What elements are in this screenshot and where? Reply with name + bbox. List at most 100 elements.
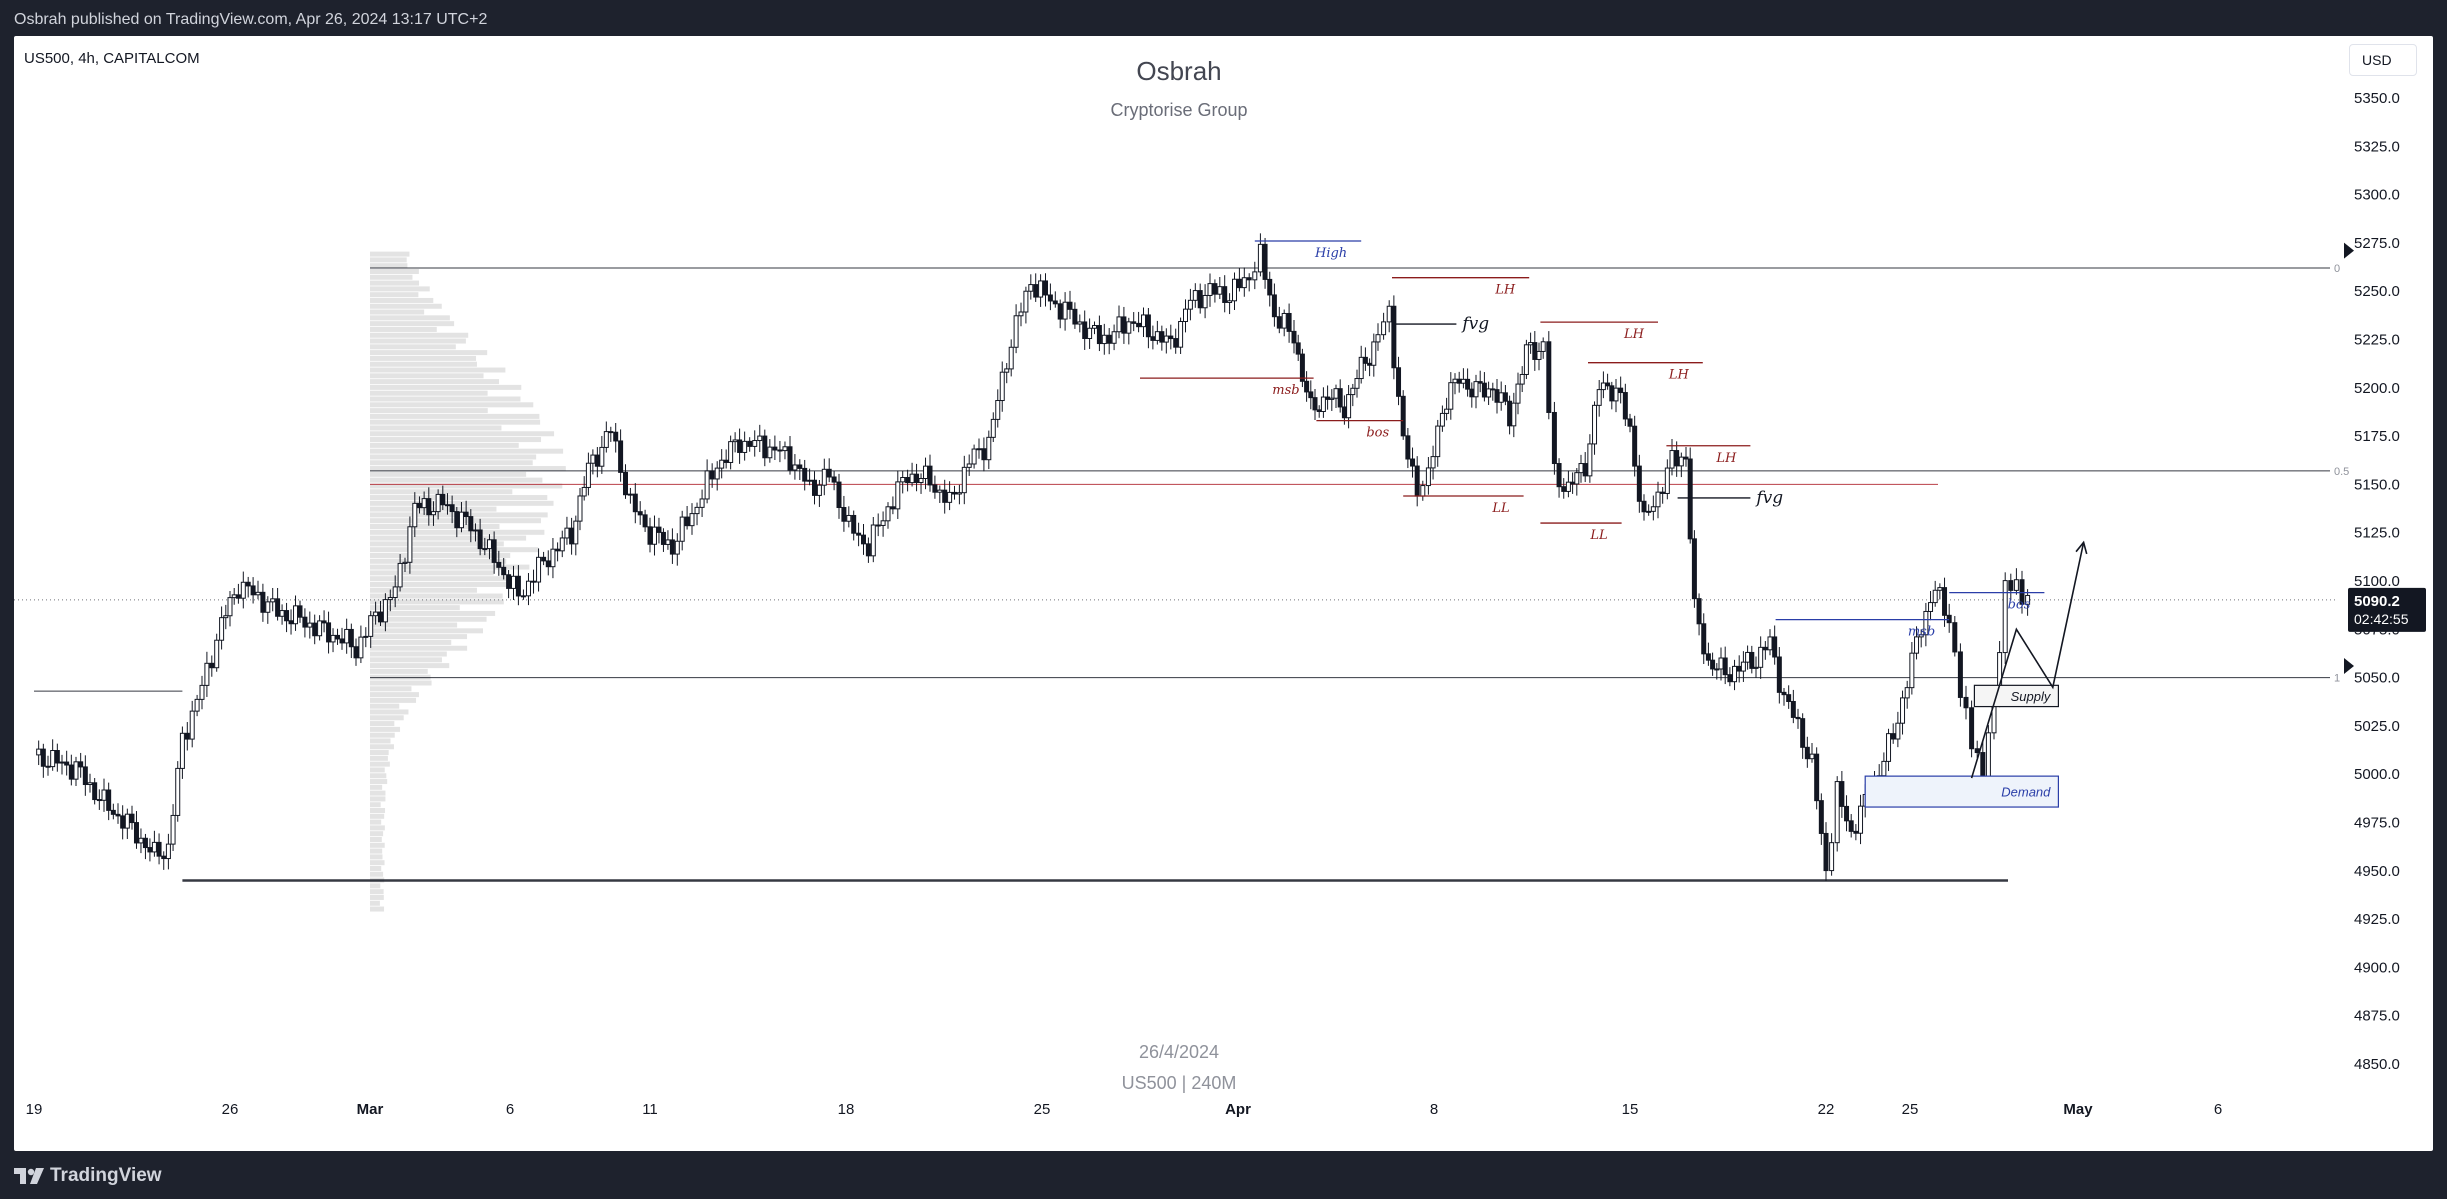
candle-body-up bbox=[1578, 463, 1584, 474]
candle-body-up bbox=[1511, 402, 1517, 427]
candle bbox=[214, 633, 220, 672]
candle-body-up bbox=[699, 498, 705, 508]
volume-profile-bin bbox=[370, 431, 555, 437]
annotation-bos: bos bbox=[2008, 598, 2031, 613]
candle bbox=[1448, 372, 1454, 420]
candle bbox=[50, 739, 56, 771]
candle-body-down bbox=[147, 847, 153, 853]
candle bbox=[1622, 383, 1628, 426]
candle bbox=[515, 565, 521, 606]
candle bbox=[704, 459, 710, 504]
candle bbox=[1556, 458, 1562, 498]
volume-profile-bin bbox=[370, 263, 408, 269]
candle-body-up bbox=[757, 435, 763, 442]
candle-body-up bbox=[1232, 278, 1237, 302]
candle bbox=[1969, 700, 1975, 758]
candle bbox=[1257, 233, 1263, 277]
currency-selector[interactable]: USD bbox=[2349, 44, 2417, 76]
candle-body-up bbox=[1004, 368, 1010, 373]
candle bbox=[1753, 656, 1759, 678]
candle bbox=[454, 506, 460, 538]
candle bbox=[506, 570, 512, 599]
zone-label-demand: Demand bbox=[2001, 785, 2051, 800]
candle-body-down bbox=[541, 556, 547, 562]
candle bbox=[665, 530, 671, 550]
volume-profile-bin bbox=[370, 390, 488, 396]
candle bbox=[1678, 452, 1684, 478]
candle bbox=[138, 828, 144, 854]
volume-profile-bin bbox=[370, 547, 539, 553]
candle-body-down bbox=[209, 662, 215, 669]
candle bbox=[890, 496, 896, 515]
candle bbox=[689, 503, 695, 535]
volume-profile-bin bbox=[370, 286, 430, 292]
publish-header: Osbrah published on TradingView.com, Apr… bbox=[0, 0, 2447, 36]
symbol-legend[interactable]: US500, 4h, CAPITALCOM bbox=[24, 50, 200, 67]
candle-body-down bbox=[1481, 382, 1487, 398]
tradingview-logo[interactable]: TradingView bbox=[14, 1165, 162, 1187]
candle bbox=[927, 454, 933, 492]
candle bbox=[339, 627, 345, 650]
candle bbox=[348, 623, 354, 659]
candle bbox=[204, 651, 210, 697]
candle bbox=[981, 437, 987, 472]
volume-profile-bin bbox=[370, 819, 382, 825]
candle bbox=[1701, 613, 1707, 665]
candle-body-up bbox=[1536, 350, 1542, 360]
candle-body-down bbox=[1494, 389, 1500, 403]
candle-body-down bbox=[1691, 538, 1697, 600]
watermark-title: Osbrah bbox=[1136, 56, 1221, 86]
candle-body-up bbox=[1613, 387, 1619, 402]
candle-body-down bbox=[1814, 753, 1820, 802]
candle-body-up bbox=[1077, 321, 1083, 325]
candle-body-up bbox=[392, 586, 398, 599]
candle-body-down bbox=[623, 471, 628, 496]
candle bbox=[742, 431, 748, 461]
candle-body-up bbox=[1178, 321, 1184, 348]
volume-profile-bin bbox=[370, 906, 385, 912]
candle bbox=[120, 805, 126, 840]
annotation-msb: msb bbox=[1272, 383, 1299, 398]
candle-body-up bbox=[1985, 732, 1991, 778]
candle bbox=[1844, 795, 1850, 832]
candle bbox=[1405, 427, 1411, 469]
candle-body-up bbox=[307, 622, 313, 628]
volume-profile-bin bbox=[370, 883, 381, 889]
candle bbox=[110, 803, 116, 820]
volume-profile-bin bbox=[370, 628, 483, 634]
candle-body-up bbox=[714, 467, 720, 480]
candle bbox=[851, 510, 857, 541]
time-axis: 19 26 Mar 6 11 18 25 Apr 8 15 22 25 May 6 bbox=[26, 1101, 2223, 1118]
projection-path bbox=[1970, 542, 2085, 779]
candle-body-up bbox=[782, 446, 788, 452]
candle-body-up bbox=[651, 526, 657, 545]
annotation-lh: LH bbox=[1715, 451, 1737, 466]
volume-profile-bin bbox=[370, 466, 566, 472]
candle-body-down bbox=[660, 531, 666, 545]
candle bbox=[1150, 325, 1156, 350]
zone-label-supply: Supply bbox=[2011, 689, 2052, 704]
candle-body-down bbox=[1502, 392, 1508, 402]
chart-frame[interactable]: Osbrah Cryptorise Group 26/4/2024 US500 | 2… bbox=[14, 36, 2433, 1151]
candle-body-down bbox=[1121, 316, 1127, 334]
candle-body-down bbox=[914, 473, 920, 483]
candle-body-down bbox=[326, 622, 332, 643]
candle bbox=[435, 489, 441, 520]
price-tick-label: 5050.0 bbox=[2354, 670, 2400, 687]
volume-profile-bin bbox=[370, 825, 385, 831]
candle bbox=[1795, 708, 1801, 729]
volume-profile-bin bbox=[370, 871, 384, 877]
candle bbox=[821, 458, 827, 496]
candle-body-down bbox=[1197, 290, 1203, 309]
candle-body-up bbox=[227, 597, 233, 617]
candle bbox=[1154, 320, 1160, 345]
candle bbox=[284, 602, 290, 633]
candlestick-chart[interactable]: Osbrah Cryptorise Group 26/4/2024 US500 | 2… bbox=[14, 36, 2433, 1151]
candle bbox=[976, 438, 982, 459]
candle bbox=[914, 463, 920, 492]
candle bbox=[1809, 742, 1815, 763]
candle-body-down bbox=[235, 594, 241, 599]
candle bbox=[156, 833, 162, 865]
volume-profile-bin bbox=[370, 773, 387, 779]
candle-body-up bbox=[1678, 456, 1684, 467]
